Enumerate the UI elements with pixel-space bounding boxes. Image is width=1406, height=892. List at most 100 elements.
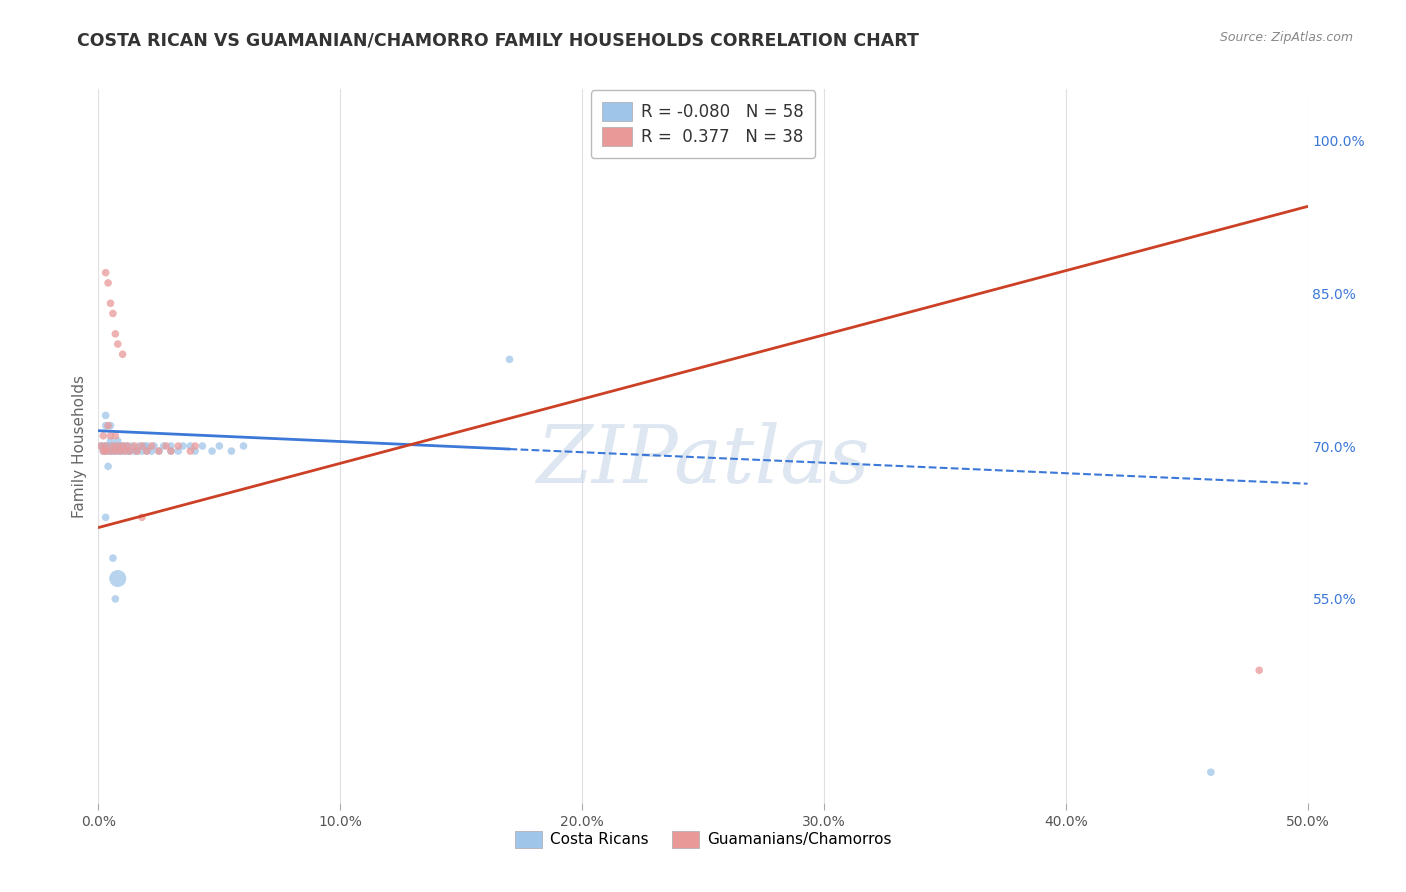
Point xyxy=(179,444,201,458)
Point xyxy=(97,276,120,290)
Point xyxy=(135,444,157,458)
Point xyxy=(167,444,190,458)
Point xyxy=(94,418,117,433)
Point xyxy=(118,444,141,458)
Point xyxy=(111,439,134,453)
Point xyxy=(111,347,134,361)
Point xyxy=(90,439,112,453)
Point xyxy=(135,439,157,453)
Point xyxy=(124,444,146,458)
Point xyxy=(94,510,117,524)
Point xyxy=(91,439,114,453)
Point xyxy=(141,439,163,453)
Point xyxy=(167,439,190,453)
Point xyxy=(101,306,124,320)
Point xyxy=(152,439,174,453)
Point xyxy=(104,439,127,453)
Point xyxy=(97,444,120,458)
Point xyxy=(91,429,114,443)
Point xyxy=(131,439,153,453)
Point xyxy=(100,439,122,453)
Point xyxy=(104,429,127,443)
Point xyxy=(100,444,122,458)
Point xyxy=(91,444,114,458)
Point xyxy=(117,439,139,453)
Legend: Costa Ricans, Guamanians/Chamorros: Costa Ricans, Guamanians/Chamorros xyxy=(508,823,898,855)
Point xyxy=(114,439,136,453)
Point xyxy=(160,439,183,453)
Point xyxy=(101,439,124,453)
Point xyxy=(107,337,129,351)
Point xyxy=(114,444,136,458)
Point xyxy=(134,439,156,453)
Point xyxy=(91,444,114,458)
Point xyxy=(104,444,127,458)
Point xyxy=(160,444,183,458)
Point xyxy=(135,444,157,458)
Point xyxy=(127,444,149,458)
Point xyxy=(94,266,117,280)
Point xyxy=(104,444,127,458)
Point xyxy=(118,444,141,458)
Point xyxy=(172,439,194,453)
Point xyxy=(94,409,117,423)
Point xyxy=(127,444,149,458)
Point xyxy=(97,439,120,453)
Point xyxy=(108,444,131,458)
Point xyxy=(121,439,143,453)
Point xyxy=(124,439,146,453)
Point xyxy=(160,444,183,458)
Point xyxy=(97,459,120,474)
Point xyxy=(117,444,139,458)
Point xyxy=(108,439,131,453)
Point xyxy=(498,352,520,367)
Point xyxy=(1199,765,1222,780)
Point xyxy=(108,444,131,458)
Point xyxy=(208,439,231,453)
Point xyxy=(97,418,120,433)
Point xyxy=(131,510,153,524)
Point xyxy=(1249,663,1271,677)
Text: Source: ZipAtlas.com: Source: ZipAtlas.com xyxy=(1219,31,1353,45)
Point xyxy=(107,572,129,586)
Point xyxy=(184,439,207,453)
Point xyxy=(148,444,170,458)
Point xyxy=(100,434,122,448)
Point xyxy=(104,326,127,341)
Point xyxy=(117,439,139,453)
Point xyxy=(128,439,150,453)
Point xyxy=(90,439,112,453)
Text: ZIPatlas: ZIPatlas xyxy=(536,422,870,499)
Point xyxy=(141,444,163,458)
Point xyxy=(101,551,124,566)
Text: COSTA RICAN VS GUAMANIAN/CHAMORRO FAMILY HOUSEHOLDS CORRELATION CHART: COSTA RICAN VS GUAMANIAN/CHAMORRO FAMILY… xyxy=(77,31,920,49)
Point xyxy=(100,418,122,433)
Point xyxy=(100,296,122,310)
Point xyxy=(94,439,117,453)
Point xyxy=(100,444,122,458)
Point xyxy=(148,444,170,458)
Point xyxy=(107,439,129,453)
Point xyxy=(155,439,177,453)
Point xyxy=(221,444,243,458)
Point xyxy=(191,439,214,453)
Point xyxy=(111,439,134,453)
Point xyxy=(104,591,127,606)
Point xyxy=(100,429,122,443)
Point xyxy=(101,444,124,458)
Point xyxy=(111,444,134,458)
Point xyxy=(184,444,207,458)
Point xyxy=(765,133,787,147)
Point xyxy=(143,439,166,453)
Point xyxy=(94,444,117,458)
Point xyxy=(107,444,129,458)
Point xyxy=(101,439,124,453)
Point xyxy=(107,434,129,448)
Point xyxy=(131,444,153,458)
Point xyxy=(232,439,254,453)
Point xyxy=(94,444,117,458)
Point xyxy=(107,439,129,453)
Point xyxy=(201,444,224,458)
Y-axis label: Family Households: Family Households xyxy=(72,375,87,517)
Point xyxy=(179,439,201,453)
